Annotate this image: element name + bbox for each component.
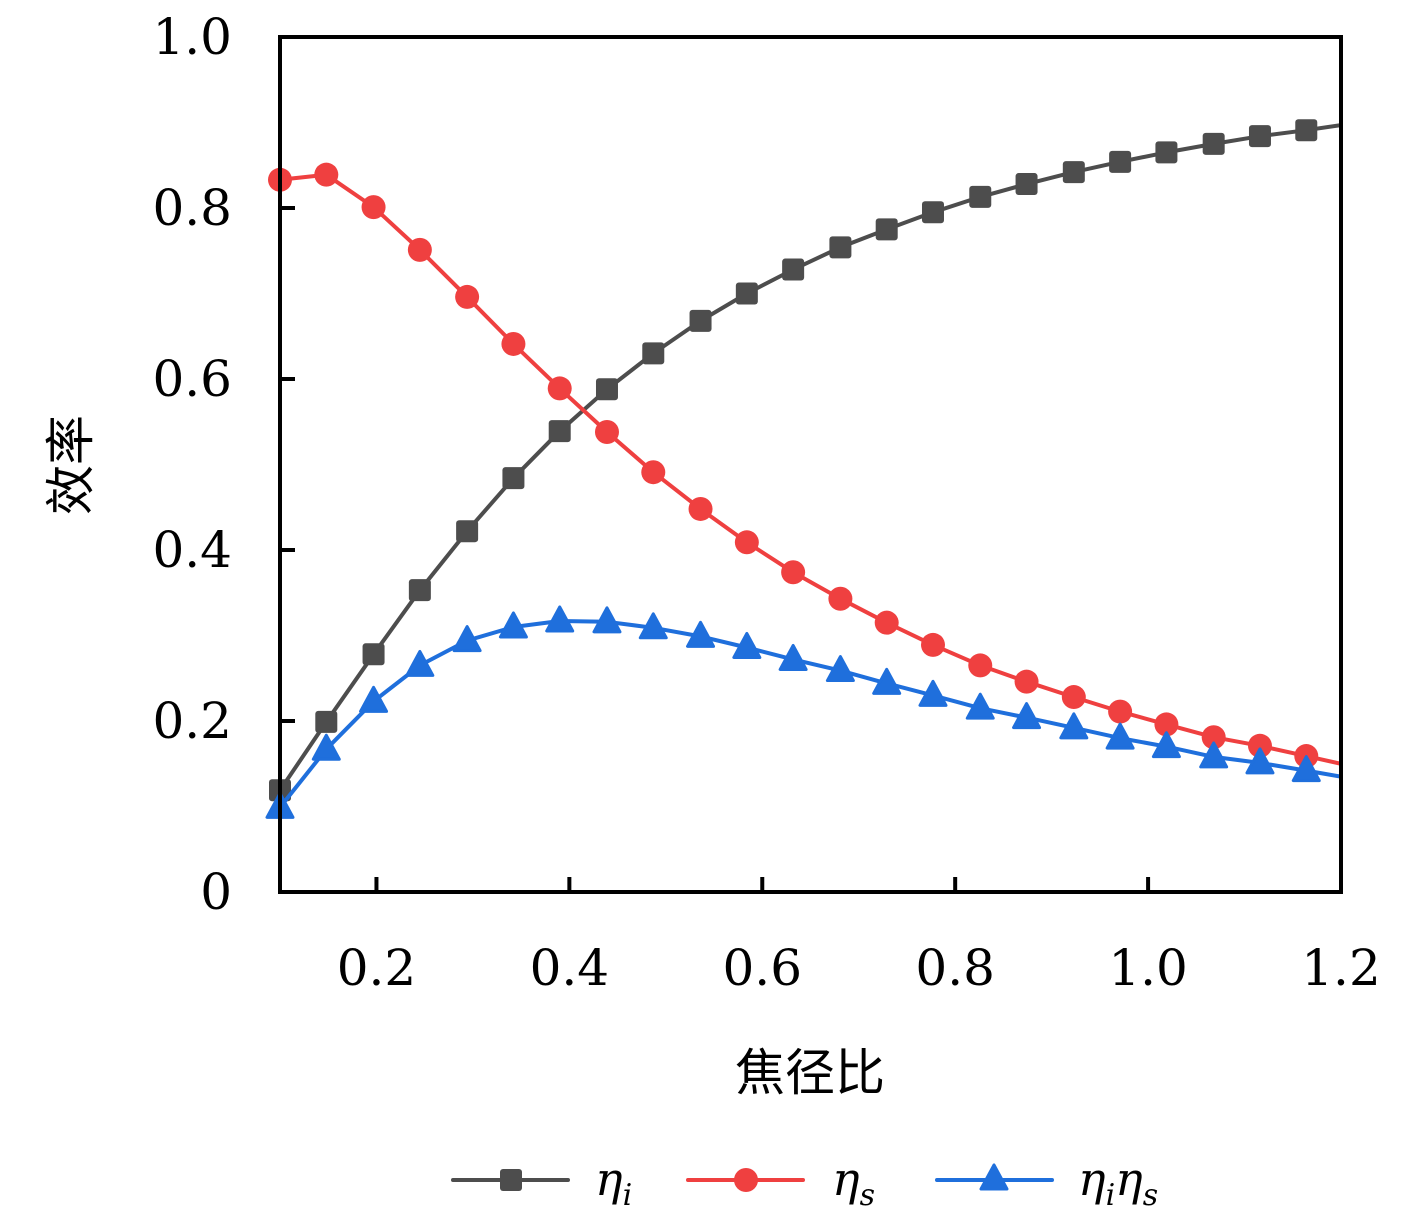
legend-triangle-marker-icon <box>979 1163 1009 1191</box>
data-point-square <box>642 342 665 365</box>
data-point-triangle <box>686 620 716 648</box>
legend-square-marker-icon <box>500 1169 522 1191</box>
data-point-circle <box>1201 725 1226 750</box>
data-point-circle <box>968 653 993 678</box>
data-point-triangle <box>778 643 808 671</box>
series-circle <box>268 162 1341 769</box>
data-point-circle <box>1247 733 1272 758</box>
legend-item-eta-i-eta-s: ηiηs <box>935 1152 1158 1213</box>
data-point-circle <box>455 284 480 309</box>
x-tick-label: 1.0 <box>1108 939 1188 997</box>
y-tick-label: 0 <box>200 863 232 921</box>
y-tick-label: 0.4 <box>152 521 232 579</box>
series-line <box>278 619 1341 809</box>
data-point-circle <box>920 632 945 657</box>
data-point-triangle <box>1012 702 1042 730</box>
plot-frame <box>278 35 1343 894</box>
data-point-square <box>969 185 992 208</box>
data-point-square <box>1015 173 1038 196</box>
data-point-square <box>782 258 805 281</box>
data-point-square <box>1295 119 1318 142</box>
y-tick-label: 1.0 <box>152 8 232 66</box>
data-point-square <box>735 282 758 305</box>
data-point-square <box>408 579 431 602</box>
data-point-circle <box>874 610 899 635</box>
data-point-square <box>1248 125 1271 148</box>
data-point-triangle <box>311 733 341 761</box>
data-point-triangle <box>1291 755 1321 783</box>
x-axis-label: 焦径比 <box>735 1044 885 1102</box>
data-point-square <box>502 467 525 490</box>
data-point-triangle <box>732 631 762 659</box>
data-point-circle <box>688 496 713 521</box>
data-point-circle <box>641 460 666 485</box>
data-point-square <box>456 520 479 543</box>
data-point-circle <box>361 195 386 220</box>
data-point-triangle <box>872 667 902 695</box>
data-point-circle <box>1014 669 1039 694</box>
data-point-triangle <box>1151 731 1181 759</box>
data-point-square <box>1062 161 1085 184</box>
legend: ηi ηs ηiηs <box>451 1152 1158 1213</box>
data-point-circle <box>828 586 853 611</box>
x-tick-label: 0.6 <box>723 939 803 997</box>
data-point-triangle <box>1059 712 1089 740</box>
data-point-triangle <box>405 649 435 677</box>
data-point-square <box>548 420 571 443</box>
data-point-circle <box>547 376 572 401</box>
data-point-triangle <box>825 655 855 683</box>
data-point-square <box>362 643 385 666</box>
data-point-triangle <box>1245 747 1275 775</box>
data-point-square <box>595 378 618 401</box>
y-tick-label: 0.6 <box>152 350 232 408</box>
data-point-circle <box>407 237 432 262</box>
data-point-circle <box>501 331 526 356</box>
data-point-square <box>315 710 338 733</box>
data-point-triangle <box>359 685 389 713</box>
data-point-square <box>1202 132 1225 155</box>
data-point-triangle <box>1105 722 1135 750</box>
data-point-square <box>689 309 712 332</box>
series-triangle <box>265 605 1341 819</box>
x-tick-label: 0.8 <box>915 939 995 997</box>
legend-label-eta-i-eta-s: ηiηs <box>1078 1152 1158 1213</box>
data-point-circle <box>781 560 806 585</box>
data-point-square <box>1155 141 1178 164</box>
data-point-circle <box>1108 699 1133 724</box>
x-tick-label: 1.2 <box>1301 939 1381 997</box>
data-point-circle <box>1061 685 1086 710</box>
data-point-triangle <box>592 606 622 634</box>
series-layer <box>265 119 1341 819</box>
data-point-circle <box>314 162 339 187</box>
legend-label-eta-i: ηi <box>595 1152 632 1213</box>
data-point-triangle <box>498 611 528 639</box>
data-point-triangle <box>452 625 482 653</box>
y-tick-label: 0.2 <box>152 692 232 750</box>
data-point-square <box>875 218 898 241</box>
data-point-triangle <box>638 612 668 640</box>
x-tick-label: 0.4 <box>530 939 610 997</box>
data-point-square <box>921 201 944 224</box>
data-point-circle <box>734 530 759 555</box>
y-tick-label: 0.8 <box>152 179 232 237</box>
x-tick-label: 0.2 <box>337 939 417 997</box>
data-point-square <box>1109 150 1132 173</box>
ticks-layer: 0.2 0.4 0.6 0.8 1.0 1.2 0 0.2 0.4 0.6 0.8 1.0 <box>152 8 1380 997</box>
data-point-triangle <box>965 692 995 720</box>
data-point-circle <box>594 420 619 445</box>
data-point-triangle <box>1199 741 1229 769</box>
series-line <box>278 123 1341 792</box>
legend-item-eta-i: ηi <box>451 1152 632 1213</box>
legend-label-eta-s: ηs <box>832 1152 875 1213</box>
legend-item-eta-s: ηs <box>686 1152 875 1213</box>
data-point-square <box>829 236 852 259</box>
data-point-triangle <box>918 679 948 707</box>
data-point-circle <box>1154 712 1179 737</box>
series-square <box>269 119 1341 802</box>
data-point-triangle <box>545 605 575 633</box>
y-axis-label: 效率 <box>42 415 100 515</box>
legend-circle-marker-icon <box>734 1168 758 1192</box>
